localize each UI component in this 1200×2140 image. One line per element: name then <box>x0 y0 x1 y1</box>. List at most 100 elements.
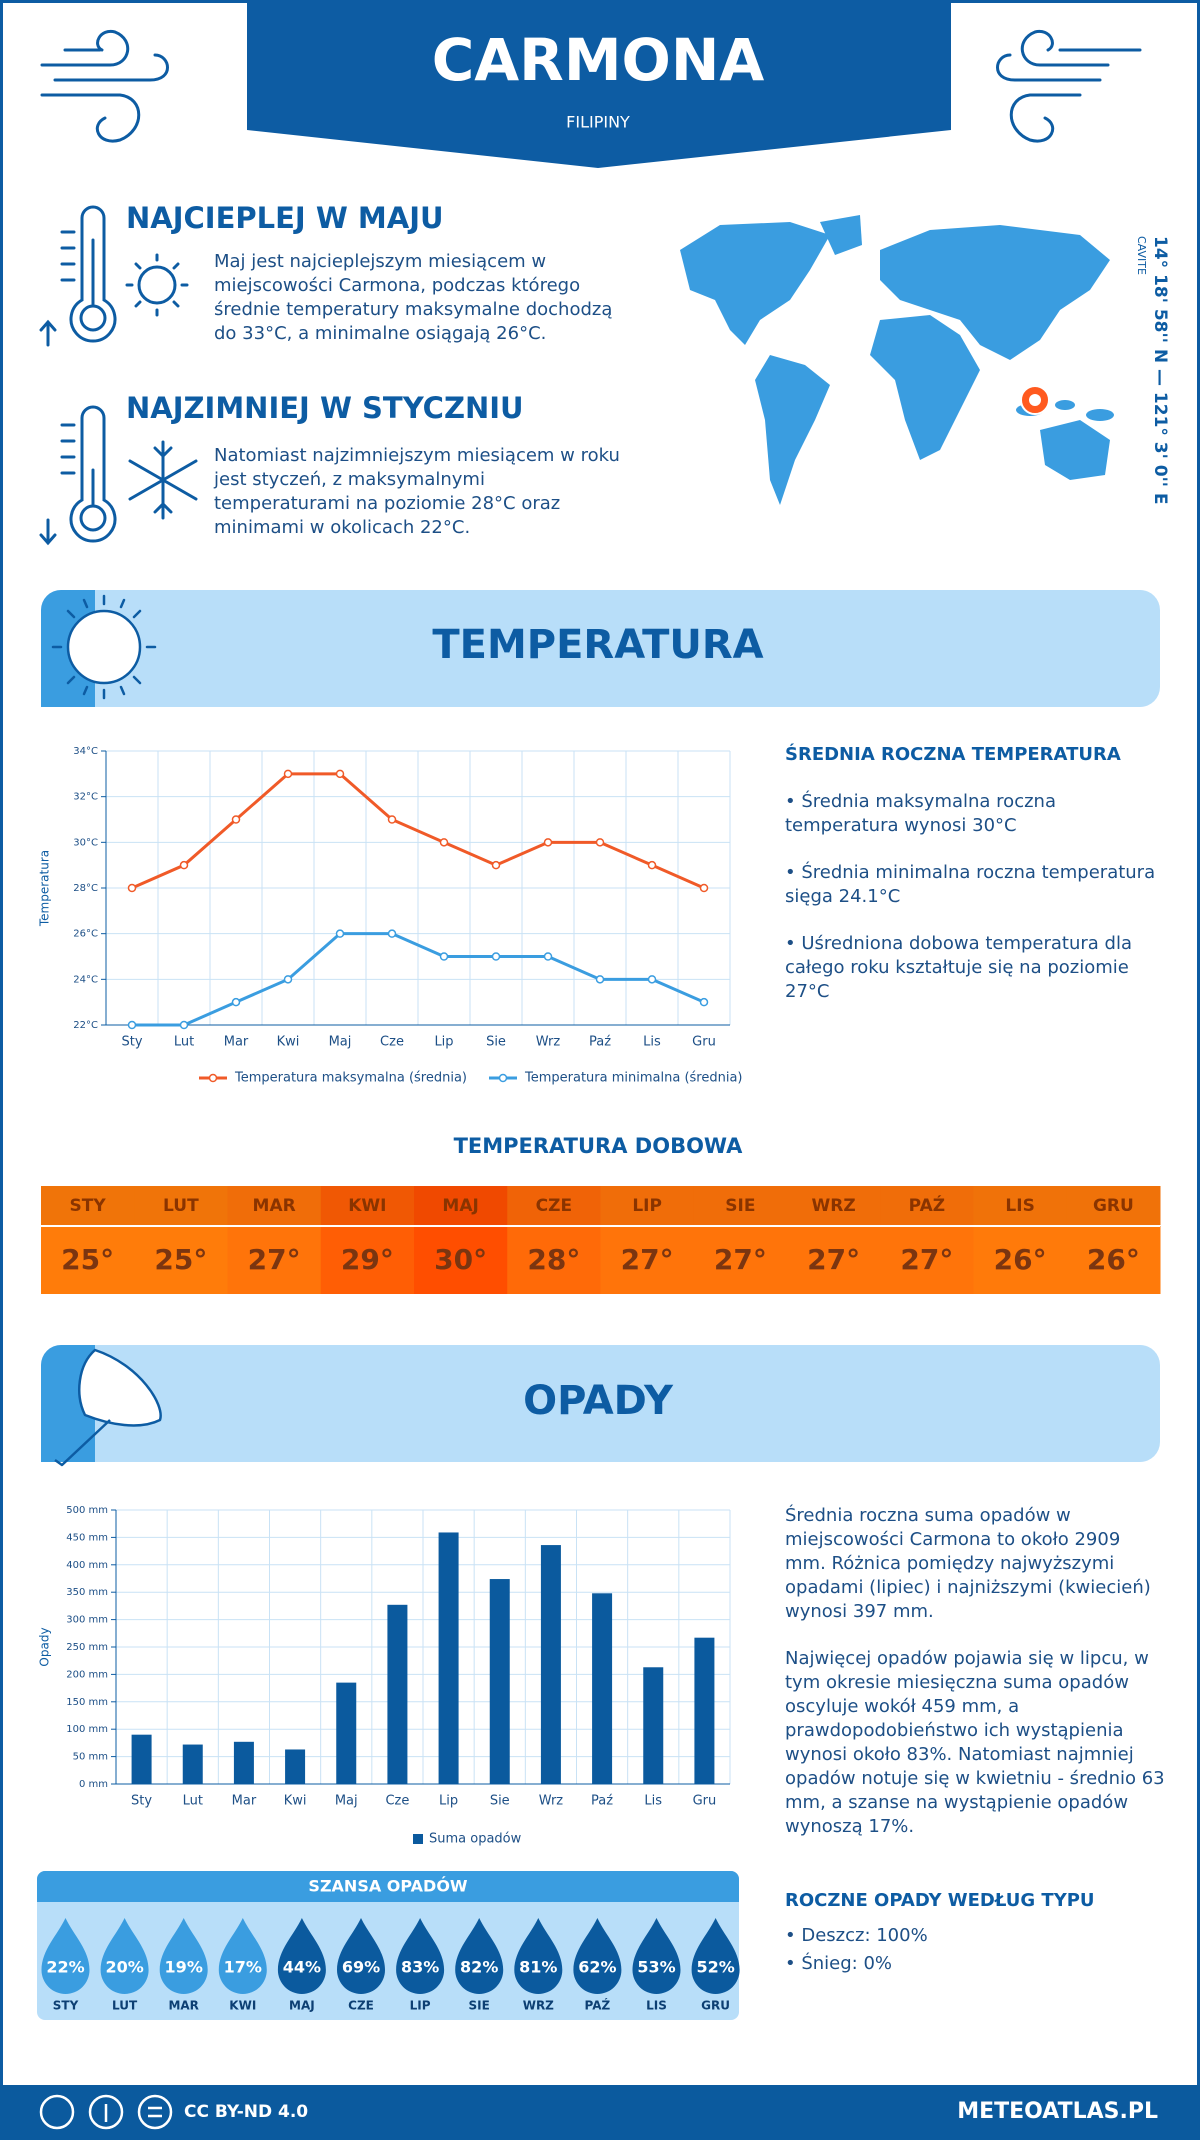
location-marker-center <box>1029 394 1041 406</box>
drop-label: 17% <box>224 1958 262 1977</box>
drop-label: 20% <box>105 1958 143 1977</box>
table-value: 25° <box>61 1243 114 1276</box>
table-month: SIE <box>725 1196 755 1216</box>
table-value-cell <box>693 1226 788 1294</box>
point <box>543 952 553 961</box>
point <box>543 838 553 847</box>
point <box>335 769 345 779</box>
drop-label: 22% <box>46 1958 84 1977</box>
warmest-title: NAJCIEPLEJ W MAJU <box>126 201 444 235</box>
types-item: • Deszcz: 100% <box>785 1925 928 1946</box>
y-tick-label: 26°C <box>73 929 98 940</box>
table-month: CZE <box>536 1196 572 1216</box>
header-banner <box>247 0 951 168</box>
summary-item: • Średnia maksymalna roczna temperatura … <box>785 791 1056 836</box>
chance-title: SZANSA OPADÓW <box>308 1877 468 1896</box>
point <box>491 952 501 961</box>
drop-label: 83% <box>401 1958 439 1977</box>
drop <box>396 1918 445 1994</box>
drop-label: 19% <box>165 1958 203 1977</box>
table-header-shade <box>787 1186 881 1225</box>
drop-label: 53% <box>637 1958 675 1977</box>
table-value-cell <box>973 1226 1068 1294</box>
drop <box>218 1918 267 1994</box>
table-month: PAŹ <box>909 1194 945 1216</box>
table-value-cell <box>600 1226 695 1294</box>
point <box>491 860 501 870</box>
x-tick-label: Lip <box>439 1794 458 1809</box>
precipitation-text: Najwięcej opadów pojawia się w lipcu, w … <box>785 1648 1165 1837</box>
footer-bar <box>0 2085 1200 2140</box>
x-tick-label: Sie <box>490 1794 510 1809</box>
drop <box>277 1918 326 1994</box>
series-line <box>131 772 705 890</box>
site-link[interactable]: METEOATLAS.PL <box>957 2099 1158 2124</box>
drop-label: 44% <box>283 1958 321 1977</box>
table-header-shade <box>414 1186 508 1225</box>
drop-month: MAJ <box>289 1999 315 2013</box>
city-title: CARMONA <box>432 26 765 94</box>
point <box>127 1020 137 1030</box>
chance-header <box>37 1871 739 1902</box>
x-tick-label: Mar <box>224 1035 249 1050</box>
table-value: 30° <box>434 1243 487 1276</box>
x-tick-label: Paź <box>591 1794 613 1809</box>
x-tick-label: Paź <box>589 1035 611 1050</box>
bar <box>489 1579 510 1784</box>
umbrella-icon <box>54 1348 162 1467</box>
y-tick-label: 0 mm <box>79 1779 108 1790</box>
legend-label: Suma opadów <box>429 1832 522 1847</box>
legend-swatch <box>498 1073 508 1083</box>
table-value-cell <box>320 1226 415 1294</box>
series-line <box>132 932 705 1027</box>
point <box>439 838 449 847</box>
point <box>179 1020 189 1030</box>
point <box>231 997 241 1007</box>
drop <box>337 1918 385 1994</box>
point <box>387 815 397 824</box>
y-tick-label: 150 mm <box>66 1697 108 1708</box>
coldest-text: Natomiast najzimniejszym miesiącem w rok… <box>214 445 620 538</box>
summary-item: • Średnia minimalna roczna temperatura s… <box>785 862 1156 907</box>
bar <box>182 1744 203 1784</box>
point <box>595 975 605 984</box>
table-header-cell <box>1066 1186 1161 1225</box>
y-tick-label: 450 mm <box>66 1532 108 1543</box>
legend-label: Temperatura minimalna (średnia) <box>524 1071 742 1086</box>
drop-label: 52% <box>696 1958 734 1977</box>
point <box>647 975 657 984</box>
section-title: OPADY <box>523 1378 674 1424</box>
precipitation-text: Średnia roczna suma opadów w miejscowośc… <box>785 1505 1151 1622</box>
license: CC BY-ND 4.0 <box>184 2102 308 2122</box>
table-value: 27° <box>714 1243 767 1276</box>
drop-month: WRZ <box>523 1999 554 2013</box>
world-map <box>680 215 1114 505</box>
point <box>439 952 449 961</box>
bar <box>233 1741 254 1784</box>
drop-month: CZE <box>348 1999 374 2013</box>
table-header-cell <box>414 1186 508 1225</box>
drop-month: LUT <box>112 1999 138 2013</box>
table-header-cell <box>880 1186 974 1225</box>
table-header-shade <box>41 1186 135 1225</box>
table-month: WRZ <box>812 1196 856 1216</box>
coldest-title: NAJZIMNIEJ W STYCZNIU <box>126 391 524 425</box>
drop-month: KWI <box>229 1999 256 2013</box>
y-tick-label: 24°C <box>73 974 98 985</box>
x-tick-label: Cze <box>385 1794 409 1809</box>
table-header-cell <box>787 1186 881 1225</box>
table-header-cell <box>41 1186 135 1225</box>
x-tick-label: Maj <box>329 1035 352 1050</box>
y-tick-label: 400 mm <box>66 1560 108 1571</box>
country-subtitle: FILIPINY <box>566 113 630 132</box>
y-tick-label: 30°C <box>73 837 98 848</box>
y-tick-label: 300 mm <box>66 1615 108 1626</box>
table-header-shade <box>320 1186 415 1225</box>
point <box>127 883 137 893</box>
types-item: • Śnieg: 0% <box>785 1953 893 1974</box>
table-header-shade <box>507 1186 601 1225</box>
table-value-cell <box>41 1226 135 1294</box>
point <box>283 769 293 779</box>
